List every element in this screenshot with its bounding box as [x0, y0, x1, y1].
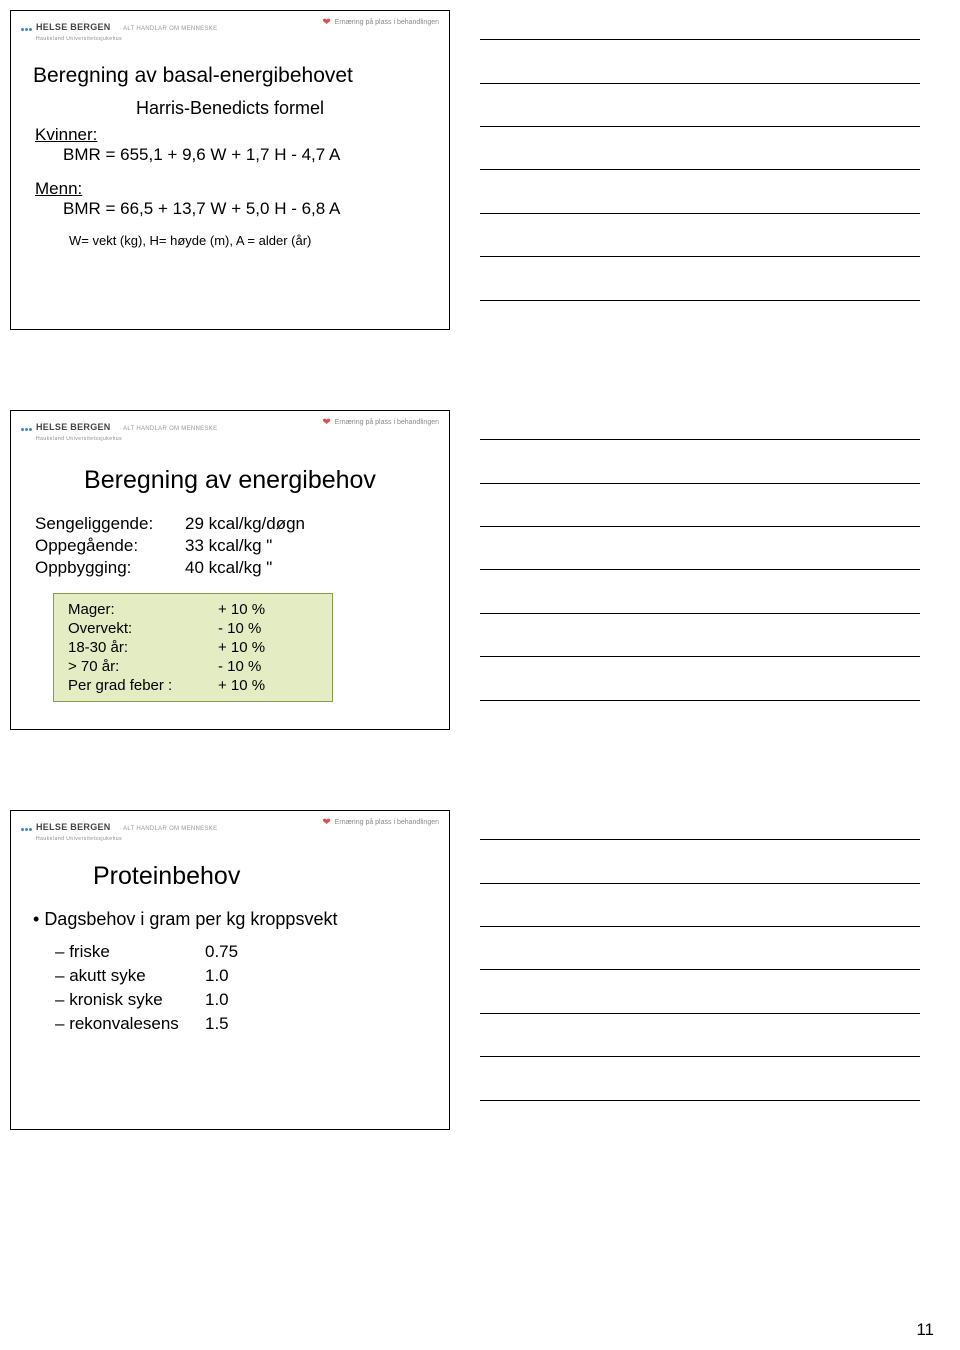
box-label: Mager:	[68, 600, 218, 619]
energy-table: Sengeliggende:29 kcal/kg/døgn Oppegående…	[35, 513, 305, 579]
logo-right: ❤ Ernæring på plass i behandlingen	[322, 417, 439, 428]
women-label: Kvinner:	[35, 125, 97, 144]
sub-label: friske	[55, 940, 205, 964]
brand-tag: · ALT HANDLAR OM MENNESKE	[119, 826, 217, 832]
sub-label: kronisk syke	[55, 988, 205, 1012]
header-right-text: Ernæring på plass i behandlingen	[335, 419, 439, 426]
legend: W= vekt (kg), H= høyde (m), A = alder (å…	[69, 233, 427, 248]
sub-label: rekonvalesens	[55, 1012, 205, 1036]
sub-value: 1.0	[205, 988, 238, 1012]
heart-icon: ❤	[322, 17, 330, 28]
slide3-bullet: Dagsbehov i gram per kg kroppsvekt	[33, 909, 427, 930]
slide2-title: Beregning av energibehov	[33, 466, 427, 495]
brand-name: HELSE BERGEN	[36, 22, 111, 32]
sub-value: 1.0	[205, 964, 238, 988]
header-right-text: Ernæring på plass i behandlingen	[335, 819, 439, 826]
slide-header: HELSE BERGEN · ALT HANDLAR OM MENNESKE H…	[11, 811, 449, 844]
adjustment-box: Mager:+ 10 % Overvekt:- 10 % 18-30 år:+ …	[53, 593, 333, 702]
box-value: + 10 %	[218, 638, 320, 657]
slide1-subtitle: Harris-Benedicts formel	[33, 98, 427, 119]
logo-right: ❤ Ernæring på plass i behandlingen	[322, 817, 439, 828]
box-label: Per grad feber :	[68, 676, 218, 695]
slide-3: HELSE BERGEN · ALT HANDLAR OM MENNESKE H…	[10, 810, 450, 1130]
sub-value: 1.5	[205, 1012, 238, 1036]
box-label: 18-30 år:	[68, 638, 218, 657]
sub-value: 0.75	[205, 940, 238, 964]
row-label: Oppegående:	[35, 535, 185, 557]
heart-icon: ❤	[322, 417, 330, 428]
notes-area-1	[480, 10, 920, 330]
box-value: + 10 %	[218, 600, 320, 619]
slide3-title: Proteinbehov	[33, 862, 427, 891]
slide-header: HELSE BERGEN · ALT HANDLAR OM MENNESKE H…	[11, 11, 449, 44]
box-value: - 10 %	[218, 619, 320, 638]
box-label: Overvekt:	[68, 619, 218, 638]
slide-2: HELSE BERGEN · ALT HANDLAR OM MENNESKE H…	[10, 410, 450, 730]
row-value: 40 kcal/kg "	[185, 557, 305, 579]
logo-left: HELSE BERGEN · ALT HANDLAR OM MENNESKE H…	[21, 17, 217, 42]
brand-name: HELSE BERGEN	[36, 422, 111, 432]
box-label: > 70 år:	[68, 657, 218, 676]
page-number: 11	[916, 1320, 934, 1340]
row-value: 29 kcal/kg/døgn	[185, 513, 305, 535]
logo-left: HELSE BERGEN · ALT HANDLAR OM MENNESKE H…	[21, 817, 217, 842]
brand-sub: Haukeland Universitetssjukehus	[36, 836, 217, 842]
notes-area-3	[480, 810, 920, 1130]
logo-right: ❤ Ernæring på plass i behandlingen	[322, 17, 439, 28]
sub-label: akutt syke	[55, 964, 205, 988]
logo-left: HELSE BERGEN · ALT HANDLAR OM MENNESKE H…	[21, 417, 217, 442]
protein-table: friske0.75 akutt syke1.0 kronisk syke1.0…	[55, 940, 238, 1036]
slide-1: HELSE BERGEN · ALT HANDLAR OM MENNESKE H…	[10, 10, 450, 330]
box-value: - 10 %	[218, 657, 320, 676]
brand-tag: · ALT HANDLAR OM MENNESKE	[119, 426, 217, 432]
men-formula: BMR = 66,5 + 13,7 W + 5,0 H - 6,8 A	[63, 199, 427, 219]
brand-name: HELSE BERGEN	[36, 822, 111, 832]
row-label: Sengeliggende:	[35, 513, 185, 535]
slide1-title: Beregning av basal-energibehovet	[33, 64, 427, 88]
brand-tag: · ALT HANDLAR OM MENNESKE	[119, 26, 217, 32]
notes-area-2	[480, 410, 920, 730]
row-value: 33 kcal/kg "	[185, 535, 305, 557]
brand-sub: Haukeland Universitetssjukehus	[36, 436, 217, 442]
box-value: + 10 %	[218, 676, 320, 695]
slide-header: HELSE BERGEN · ALT HANDLAR OM MENNESKE H…	[11, 411, 449, 444]
header-right-text: Ernæring på plass i behandlingen	[335, 19, 439, 26]
brand-sub: Haukeland Universitetssjukehus	[36, 36, 217, 42]
row-label: Oppbygging:	[35, 557, 185, 579]
women-formula: BMR = 655,1 + 9,6 W + 1,7 H - 4,7 A	[63, 145, 427, 165]
heart-icon: ❤	[322, 817, 330, 828]
men-label: Menn:	[35, 179, 82, 198]
